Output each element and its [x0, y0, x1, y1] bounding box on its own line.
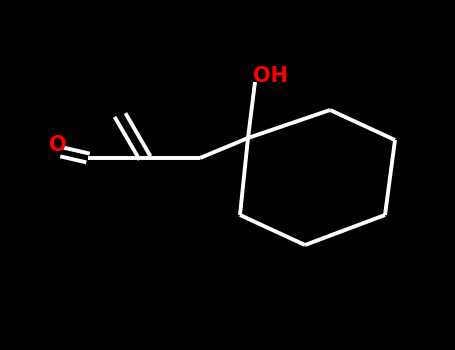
Text: OH: OH — [253, 66, 288, 86]
Text: O: O — [49, 135, 66, 155]
